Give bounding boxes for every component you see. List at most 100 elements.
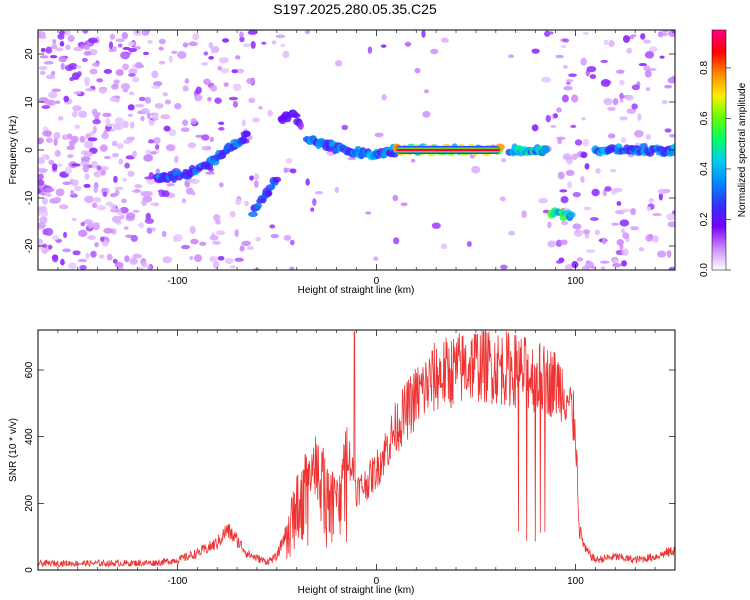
heatmap-blob [666,250,672,258]
heatmap-blob [616,69,625,74]
heatmap-blob [149,151,157,155]
heatmap-blob [560,195,569,204]
heatmap-blob [73,91,82,95]
heatmap-blob [163,125,171,132]
heatmap-blob [621,260,627,267]
heatmap-blob [269,224,276,229]
heatmap-blob [110,193,117,198]
heatmap-blob [290,239,295,246]
heatmap-blob [92,62,100,67]
heatmap-blob [610,168,617,173]
heatmap-blob [660,32,668,36]
heatmap-blob [129,257,138,265]
heatmap-blob [96,112,101,116]
heatmap-blob [45,74,56,80]
heatmap-blob [563,64,568,69]
heatmap-blob [621,208,631,213]
heatmap-blob [146,112,151,120]
heatmap-blob [261,41,267,45]
heatmap-blob [568,73,577,77]
heatmap-blob [168,55,173,63]
heatmap-blob [565,169,575,177]
heatmap-blob [583,206,592,211]
heatmap-blob [580,151,588,159]
heatmap-blob [158,38,167,45]
heatmap-blob [38,238,43,244]
heatmap-blob [658,192,663,201]
heatmap-blob [53,137,58,146]
heatmap-blob [634,142,642,146]
heatmap-blob [187,142,197,149]
heatmap-blob [158,46,164,51]
heatmap-blob [612,98,619,106]
heatmap-blob [499,196,506,202]
heatmap-blob [92,119,101,125]
heatmap-blob [637,113,642,121]
heatmap-blob [201,145,211,151]
heatmap-blob [144,96,152,104]
heatmap-blob [162,256,172,264]
heatmap-blob [120,51,130,60]
heatmap-blob [71,179,79,187]
heatmap-blob [102,191,108,197]
heatmap-blob [146,227,153,234]
heatmap-blob [218,182,224,188]
heatmap-blob [207,96,212,102]
heatmap-blob [531,124,539,132]
heatmap-blob [102,239,109,247]
heatmap-blob [99,165,110,171]
heatmap-blob [228,96,238,101]
heatmap-blob [249,175,254,181]
heatmap-blob [119,267,125,270]
heatmap-blob [126,136,136,141]
heatmap-blob [121,31,129,40]
heatmap-blob [151,70,159,79]
heatmap-blob [189,255,194,261]
heatmap-blob [84,43,90,51]
heatmap-blob [271,40,277,45]
heatmap-blob [101,132,110,140]
heatmap-blob [52,38,57,45]
heatmap-blob [96,165,102,171]
colorbar-ticks: 0.0 0.2 0.4 0.6 0.8 [699,61,731,277]
heatmap-blob [118,158,124,165]
heatmap-blob [161,230,167,238]
heatmap-blob [607,106,616,111]
heatmap-blob [109,97,118,102]
heatmap-blob [555,55,560,59]
heatmap-blob [111,215,121,223]
heatmap-blob [64,64,74,72]
heatmap-blob [669,134,675,138]
heatmap-blob [102,112,112,118]
heatmap-blob [50,70,56,76]
heatmap-blob [664,84,673,89]
heatmap-blob [646,206,651,212]
heatmap-blob [630,226,640,231]
snr-x-label: Height of straight line (km) [298,585,415,596]
heatmap-blob [186,178,196,183]
heatmap-blob [367,46,373,54]
heatmap-blob [626,47,633,54]
heatmap-blob [54,149,61,157]
heatmap-blob [80,44,86,50]
heatmap-blob [106,253,113,261]
heatmap-blob [80,156,91,162]
heatmap-blob [148,118,156,127]
colorbar-tick-label: 0.8 [699,61,710,75]
heatmap-blob [608,39,615,48]
heatmap-blob [423,89,430,94]
heatmap-blob [114,186,124,191]
heatmap-blob [374,132,384,138]
heatmap-blob [668,266,675,270]
heatmap-blob [59,41,65,47]
heatmap-blob [114,117,124,126]
heatmap-blob [235,198,242,206]
heatmap-blob [78,110,88,118]
heatmap-blob [616,239,624,246]
heatmap-blob [659,55,665,59]
heatmap-blob [232,83,242,92]
heatmap-blob [143,51,149,56]
heatmap-blob [51,88,61,92]
heatmap-blob [139,64,145,68]
